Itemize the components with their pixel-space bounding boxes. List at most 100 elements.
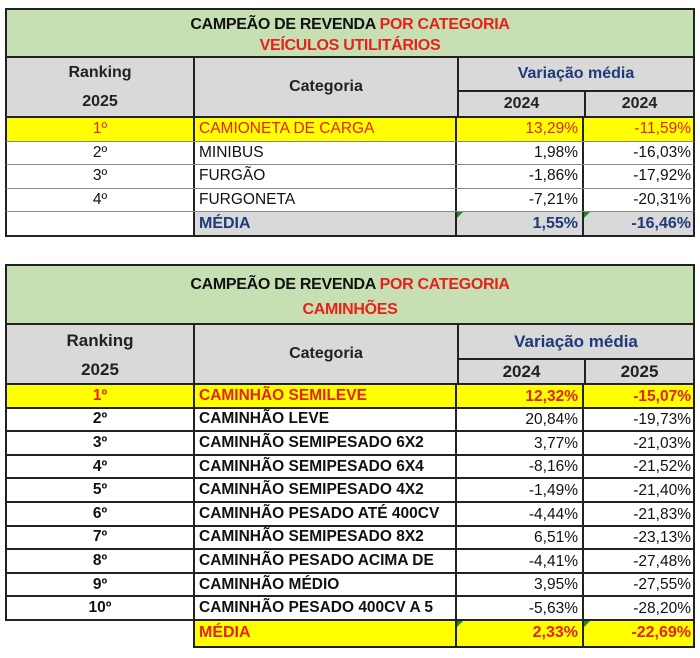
title-red: POR CATEGORIA — [379, 16, 510, 33]
variation-2024-cell: -1,86% — [457, 165, 584, 188]
variation-2024-cell: -5,63% — [457, 597, 584, 619]
average-label: MÉDIA — [195, 620, 457, 646]
table-row: 7º CAMINHÃO SEMIPESADO 8X2 6,51% -23,13% — [5, 526, 695, 551]
rank-cell: 5º — [7, 479, 195, 501]
variation-2024-cell: -8,16% — [457, 455, 584, 478]
table-row: 3º FURGÃO -1,86% -17,92% — [5, 165, 695, 189]
header-year-2: 2024 — [621, 95, 658, 112]
error-indicator-icon — [457, 620, 463, 627]
error-indicator-icon — [584, 620, 590, 627]
variation-2024-cell: 13,29% — [457, 118, 584, 141]
variation-2025-cell: -11,59% — [634, 120, 691, 138]
table-header: Ranking 2025 Categoria Variação média 20… — [5, 325, 695, 385]
header-year-1: 2024 — [503, 95, 540, 112]
table-row: 6º CAMINHÃO PESADO ATÉ 400CV -4,44% -21,… — [5, 502, 695, 527]
rank-cell: 7º — [7, 526, 195, 549]
average-row: MÉDIA 2,33% -22,69% — [193, 620, 695, 648]
category-cell: FURGÃO — [195, 165, 457, 188]
average-row: MÉDIA 1,55% -16,46% — [5, 212, 695, 238]
table-veiculos-utilitarios: CAMPEÃO DE REVENDA POR CATEGORIA VEÍCULO… — [5, 8, 695, 238]
average-2024: 2,33% — [457, 620, 584, 646]
rank-cell: 3º — [7, 165, 195, 188]
variation-2025-cell: -21,83% — [633, 505, 691, 523]
header-ranking: Ranking — [68, 64, 132, 81]
table-row: 9º CAMINHÃO MÉDIO 3,95% -27,55% — [5, 573, 695, 598]
variation-2025-cell: -21,03% — [633, 434, 691, 452]
table-row: 1º CAMINHÃO SEMILEVE 12,32% -15,07% — [5, 385, 695, 409]
table-row: 3º CAMINHÃO SEMIPESADO 6X2 3,77% -21,03% — [5, 432, 695, 456]
table-row: 2º CAMINHÃO LEVE 20,84% -19,73% — [5, 408, 695, 433]
variation-2024-cell: 20,84% — [457, 408, 584, 431]
rank-cell: 1º — [7, 118, 195, 141]
variation-2024-cell: -1,49% — [457, 479, 584, 501]
title-black: CAMPEÃO DE REVENDA — [190, 16, 380, 33]
table-row: 8º CAMINHÃO PESADO ACIMA DE -4,41% -27,4… — [5, 550, 695, 574]
table-subtitle: VEÍCULOS UTILITÁRIOS — [259, 37, 441, 54]
category-cell: CAMIONETA DE CARGA — [195, 118, 457, 141]
category-cell: MINIBUS — [195, 141, 457, 165]
variation-2024-cell: 12,32% — [457, 385, 584, 407]
variation-2024-cell: -7,21% — [457, 188, 584, 212]
variation-2024-cell: -4,41% — [457, 550, 584, 572]
variation-2025-cell: -23,13% — [633, 529, 691, 547]
rank-cell: 9º — [7, 573, 195, 596]
category-cell: CAMINHÃO LEVE — [195, 408, 457, 431]
variation-2024-cell: 6,51% — [457, 526, 584, 549]
table-row: 1º CAMIONETA DE CARGA 13,29% -11,59% — [5, 118, 695, 142]
error-indicator-icon — [584, 212, 590, 219]
error-indicator-icon — [457, 212, 463, 219]
header-ranking-year: 2025 — [82, 93, 118, 110]
variation-2025-cell: -28,20% — [633, 599, 691, 617]
category-cell: CAMINHÃO PESADO 400CV A 5 — [195, 597, 457, 619]
rank-cell-empty — [7, 212, 195, 236]
title-black: CAMPEÃO DE REVENDA — [190, 276, 380, 293]
header-ranking: Ranking — [66, 331, 134, 350]
variation-2025-cell: -27,55% — [633, 576, 691, 594]
average-2024: 1,55% — [457, 212, 584, 236]
category-cell: CAMINHÃO PESADO ATÉ 400CV — [195, 502, 457, 525]
header-categoria: Categoria — [289, 345, 363, 362]
header-year-2: 2025 — [620, 361, 659, 381]
average-2025: -22,69% — [584, 620, 693, 646]
rank-cell: 2º — [7, 141, 195, 165]
table-caminhoes: CAMPEÃO DE REVENDA POR CATEGORIA CAMINHÕ… — [5, 264, 695, 648]
table-title: CAMPEÃO DE REVENDA POR CATEGORIA VEÍCULO… — [5, 8, 695, 58]
rank-cell: 8º — [7, 550, 195, 572]
header-ranking-year: 2025 — [81, 360, 119, 379]
title-red: POR CATEGORIA — [379, 276, 510, 293]
variation-2024-cell: 3,95% — [457, 573, 584, 596]
variation-2024-cell: 1,98% — [457, 141, 584, 165]
variation-2025-cell: -16,03% — [633, 143, 691, 161]
table-title: CAMPEÃO DE REVENDA POR CATEGORIA CAMINHÕ… — [5, 264, 695, 325]
header-year-1: 2024 — [502, 361, 541, 381]
rank-cell: 3º — [7, 432, 195, 454]
header-variacao-media: Variação média — [517, 65, 635, 82]
rank-cell: 10º — [7, 597, 195, 619]
variation-2025-cell: -15,07% — [633, 387, 691, 405]
variation-2025-cell: -21,52% — [633, 458, 691, 476]
category-cell: CAMINHÃO PESADO ACIMA DE — [195, 550, 457, 572]
table-row: 2º MINIBUS 1,98% -16,03% — [5, 141, 695, 166]
rank-cell: 6º — [7, 502, 195, 525]
variation-2025-cell: -19,73% — [633, 411, 691, 429]
category-cell: CAMINHÃO MÉDIO — [195, 573, 457, 596]
variation-2025-cell: -20,31% — [633, 191, 691, 209]
rank-cell: 1º — [7, 385, 195, 407]
category-cell: CAMINHÃO SEMIPESADO 4X2 — [195, 479, 457, 501]
table-row: 4º FURGONETA -7,21% -20,31% — [5, 188, 695, 213]
average-2025: -16,46% — [584, 212, 693, 236]
table-row: 4º CAMINHÃO SEMIPESADO 6X4 -8,16% -21,52… — [5, 455, 695, 480]
rank-cell: 2º — [7, 408, 195, 431]
table-row: 10º CAMINHÃO PESADO 400CV A 5 -5,63% -28… — [5, 597, 695, 621]
category-cell: FURGONETA — [195, 188, 457, 212]
category-cell: CAMINHÃO SEMIPESADO 8X2 — [195, 526, 457, 549]
table-subtitle: CAMINHÕES — [302, 301, 398, 318]
variation-2024-cell: 3,77% — [457, 432, 584, 454]
table-header: Ranking 2025 Categoria Variação média 20… — [5, 58, 695, 118]
category-cell: CAMINHÃO SEMIPESADO 6X2 — [195, 432, 457, 454]
variation-2024-cell: -4,44% — [457, 502, 584, 525]
variation-2025-cell: -17,92% — [633, 167, 691, 185]
header-categoria: Categoria — [289, 78, 363, 95]
category-cell: CAMINHÃO SEMILEVE — [195, 385, 457, 407]
table-row: 5º CAMINHÃO SEMIPESADO 4X2 -1,49% -21,40… — [5, 479, 695, 503]
